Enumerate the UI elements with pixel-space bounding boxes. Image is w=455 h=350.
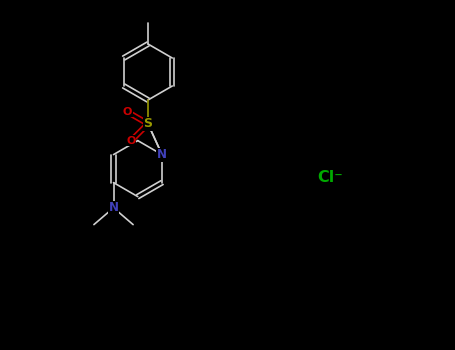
- Text: O: O: [123, 107, 132, 117]
- Text: S: S: [143, 117, 152, 130]
- Text: N: N: [108, 201, 118, 214]
- Text: N: N: [157, 148, 167, 161]
- Text: O: O: [126, 136, 136, 146]
- Text: S: S: [143, 117, 152, 130]
- Text: Cl⁻: Cl⁻: [317, 170, 343, 186]
- Text: N: N: [157, 148, 167, 161]
- Text: O: O: [126, 136, 136, 146]
- Text: O: O: [123, 107, 132, 117]
- Text: N: N: [108, 201, 118, 214]
- Text: S: S: [143, 117, 152, 130]
